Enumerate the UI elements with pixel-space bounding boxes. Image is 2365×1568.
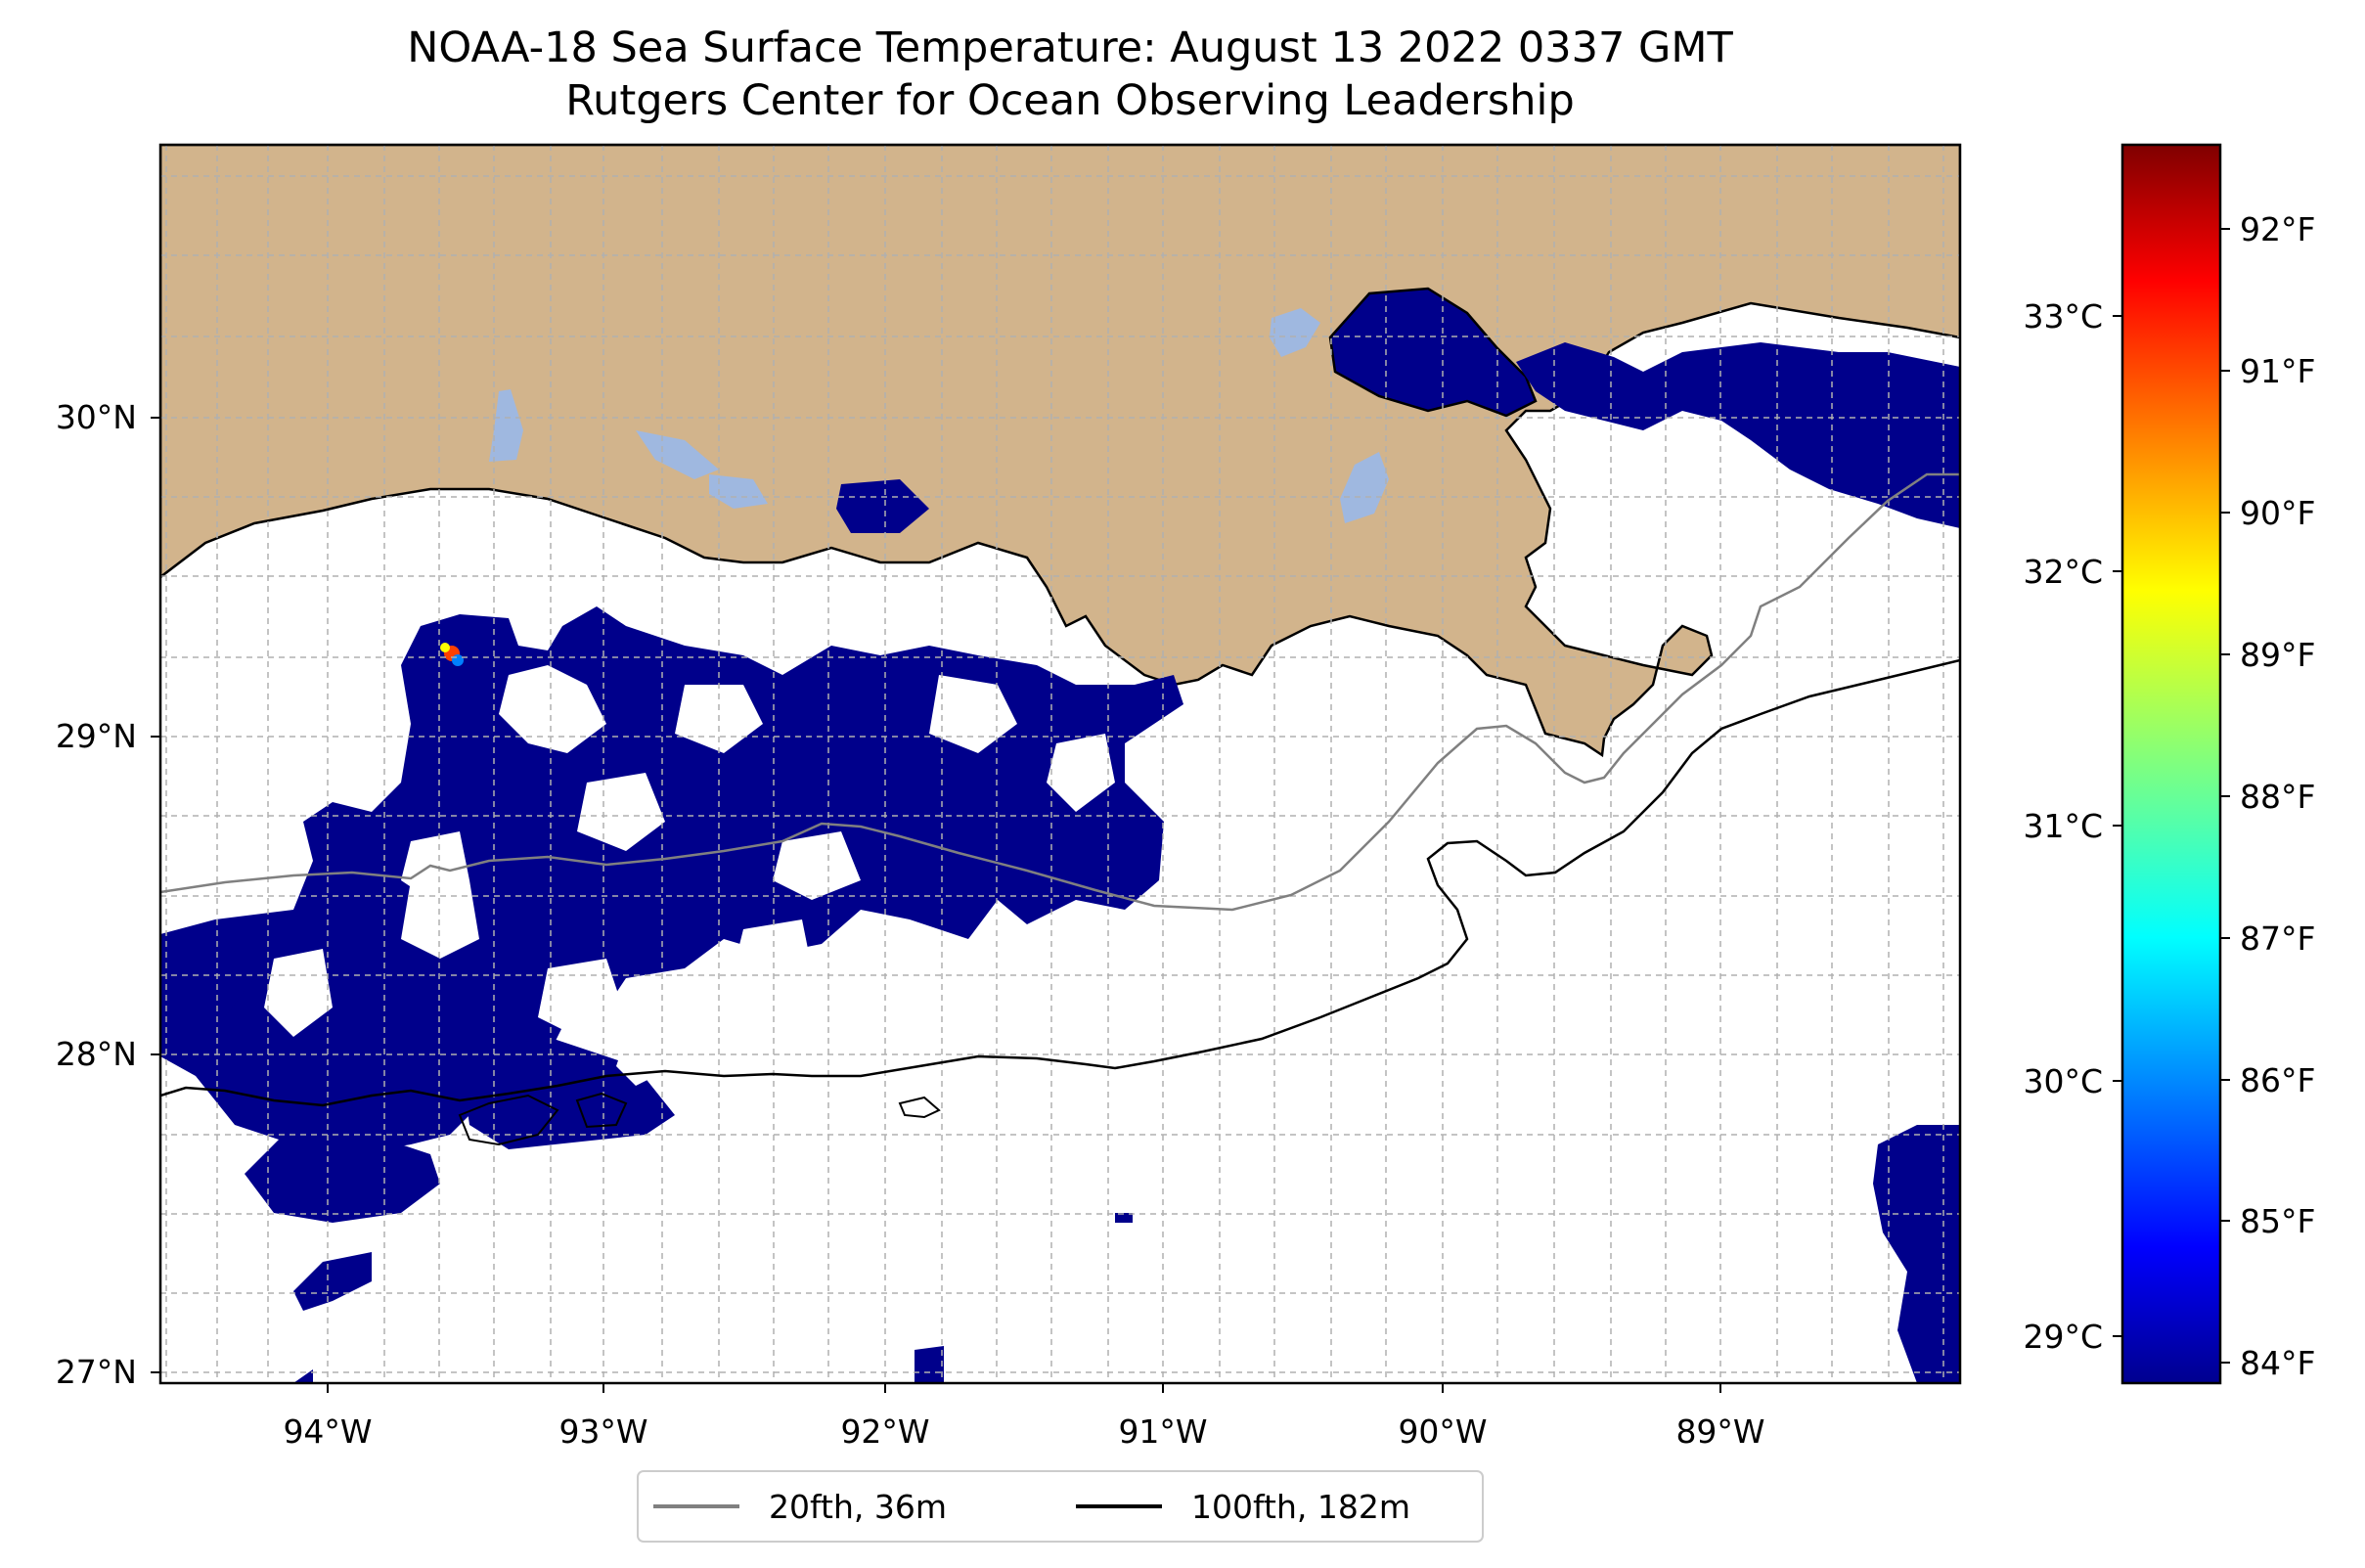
- lat-tick-label: 29°N: [56, 717, 137, 755]
- lon-tick-label: 91°W: [1118, 1412, 1207, 1451]
- contour-20fth: [160, 472, 1960, 912]
- lake: [1270, 308, 1320, 357]
- colorbar-frame: [2120, 143, 2222, 1385]
- colorbar-celsius-label: 29°C: [2023, 1318, 2103, 1356]
- lake-pontchartrain: [1328, 287, 1538, 418]
- colorbar-fahrenheit-label: 84°F: [2240, 1344, 2315, 1382]
- contour-100fth: [458, 1094, 559, 1146]
- warm-pixel-cluster: [452, 654, 464, 666]
- colorbar-gradient: [2122, 145, 2220, 1383]
- colorbar: 29°C 30°C 31°C 32°C 33°C 84°F 85°F 86°F …: [2023, 143, 2315, 1385]
- map-frame: [158, 143, 1962, 1385]
- colorbar-celsius-label: 31°C: [2023, 807, 2103, 845]
- lat-tick-label: 30°N: [56, 398, 137, 436]
- colorbar-celsius-label: 32°C: [2023, 553, 2103, 591]
- legend-box: [637, 1470, 1484, 1543]
- legend-label: 20fth, 36m: [769, 1488, 947, 1526]
- legend-label: 100fth, 182m: [1191, 1488, 1410, 1526]
- lat-tick-marks: [151, 417, 160, 1373]
- contour-100fth: [160, 658, 1960, 1107]
- contour-100fth: [575, 1092, 628, 1129]
- lat-tick-label: 28°N: [56, 1035, 137, 1073]
- lake: [709, 474, 768, 509]
- colorbar-fahrenheit-label: 92°F: [2240, 210, 2315, 248]
- lake: [489, 389, 523, 462]
- map-subtitle: Rutgers Center for Ocean Observing Leade…: [565, 76, 1575, 125]
- land-mass: [160, 145, 1960, 758]
- cloud-gaps: [264, 665, 1115, 1086]
- lake: [1340, 452, 1389, 523]
- colorbar-fahrenheit-label: 91°F: [2240, 352, 2315, 390]
- gridlines: [160, 145, 1960, 1383]
- colorbar-fahrenheit-label: 87°F: [2240, 919, 2315, 958]
- legend: 20fth, 36m 100fth, 182m: [637, 1470, 1484, 1543]
- warm-pixel-cluster: [440, 643, 450, 652]
- colorbar-fahrenheit-label: 88°F: [2240, 778, 2315, 816]
- colorbar-fahrenheit-label: 89°F: [2240, 636, 2315, 674]
- colorbar-fahrenheit-label: 86°F: [2240, 1061, 2315, 1099]
- contour-100fth: [898, 1096, 941, 1119]
- colorbar-celsius-label: 33°C: [2023, 297, 2103, 336]
- lon-tick-label: 92°W: [840, 1412, 929, 1451]
- lon-tick-label: 90°W: [1398, 1412, 1487, 1451]
- lat-tick-label: 27°N: [56, 1353, 137, 1391]
- colorbar-celsius-label: 30°C: [2023, 1062, 2103, 1100]
- lon-tick-label: 93°W: [558, 1412, 647, 1451]
- lon-tick-label: 94°W: [283, 1412, 372, 1451]
- map-title: NOAA-18 Sea Surface Temperature: August …: [407, 23, 1733, 72]
- lon-tick-label: 89°W: [1675, 1412, 1764, 1451]
- lon-tick-marks: [327, 1383, 1721, 1393]
- colorbar-fahrenheit-label: 85°F: [2240, 1202, 2315, 1240]
- map-panel: [160, 145, 1960, 1383]
- lake: [636, 430, 719, 479]
- colorbar-fahrenheit-label: 90°F: [2240, 494, 2315, 532]
